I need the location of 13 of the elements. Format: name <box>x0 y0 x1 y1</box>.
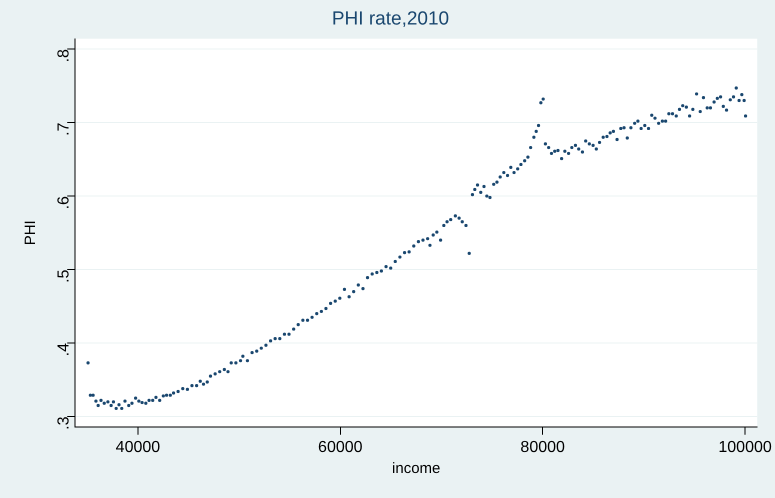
x-tick-label: 80000 <box>520 438 566 456</box>
x-tick-label: 100000 <box>718 438 772 456</box>
y-tick-label: .4 <box>56 342 73 356</box>
y-tick-label: .8 <box>56 48 73 62</box>
y-tick-label: .3 <box>56 416 73 430</box>
x-tick-label: 60000 <box>318 438 363 456</box>
y-axis-title: PHI <box>22 220 40 246</box>
y-tick-label: .7 <box>56 122 73 136</box>
x-axis-title: income <box>392 460 440 478</box>
chart-title: PHI rate,2010 <box>332 8 450 30</box>
y-tick-label: .5 <box>56 269 73 283</box>
y-tick-label: .6 <box>56 196 73 210</box>
x-tick-label: 40000 <box>116 438 160 456</box>
